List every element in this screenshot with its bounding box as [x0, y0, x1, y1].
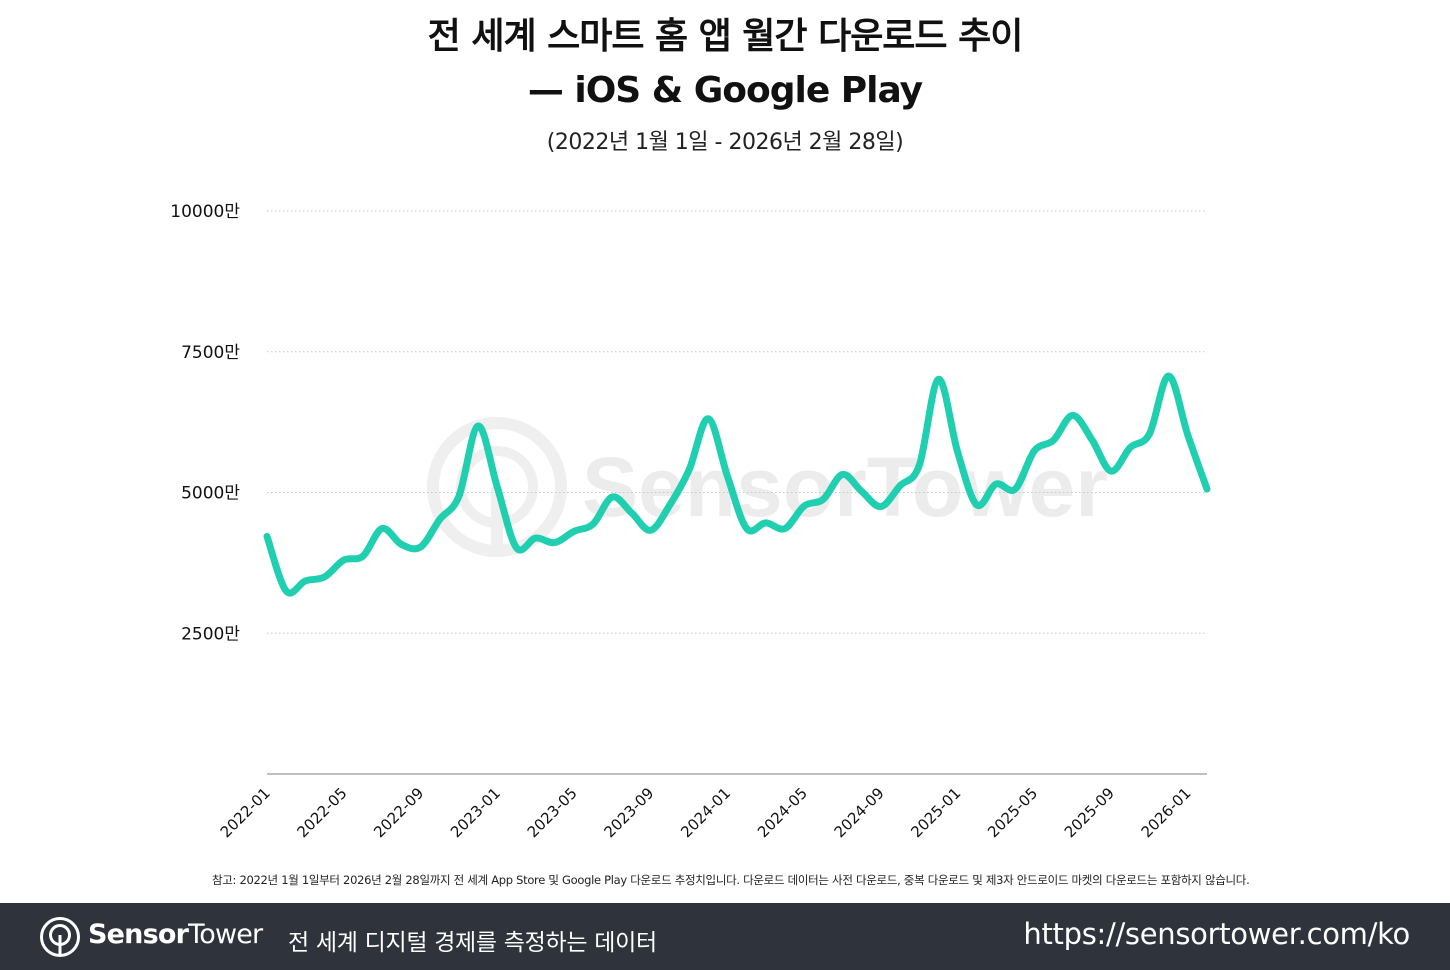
footnote: 참고: 2022년 1월 1일부터 2026년 2월 28일까지 전 세계 Ap… — [212, 873, 1250, 887]
x-tick-label: 2022-09 — [370, 784, 427, 841]
sensortower-watermark: SensorTower — [427, 417, 1108, 557]
gridlines — [267, 210, 1207, 634]
footer-tagline: 전 세계 디지털 경제를 측정하는 데이터 — [288, 930, 657, 956]
chart-subtitle: (2022년 1월 1일 - 2026년 2월 28일) — [546, 130, 904, 155]
x-axis-ticks: 2022-01 2022-05 2022-09 2023-01 2023-05 2023-… — [217, 784, 1195, 841]
x-tick-label: 2025-05 — [984, 784, 1041, 841]
x-tick-label: 2024-09 — [831, 784, 888, 841]
y-tick-label: 5000만 — [181, 484, 240, 504]
x-tick-label: 2025-01 — [907, 784, 964, 841]
y-tick-label: 7500만 — [181, 343, 240, 363]
x-tick-label: 2023-05 — [524, 784, 581, 841]
x-tick-label: 2024-05 — [754, 784, 811, 841]
footer-url-link[interactable]: https://sensortower.com/ko — [1023, 917, 1410, 951]
x-tick-label: 2023-09 — [600, 784, 657, 841]
x-tick-label: 2024-01 — [677, 784, 734, 841]
footer-bar: SensorTower 전 세계 디지털 경제를 측정하는 데이터 https:… — [0, 903, 1450, 970]
x-tick-label: 2022-05 — [294, 784, 351, 841]
chart-title-line1: 전 세계 스마트 홈 앱 월간 다운로드 추이 — [427, 16, 1024, 57]
y-tick-label: 2500만 — [181, 624, 240, 644]
x-tick-label: 2022-01 — [217, 784, 274, 841]
sensortower-logo-icon — [40, 917, 80, 957]
y-tick-label: 10000만 — [170, 202, 240, 222]
x-tick-label: 2026-01 — [1138, 784, 1195, 841]
line-chart: SensorTower 2500만 5000만 7500만 10000만 2022-0… — [170, 202, 1211, 841]
x-tick-label: 2025-09 — [1061, 784, 1118, 841]
chart-title-line2: — iOS & Google Play — [527, 70, 923, 111]
series-line — [263, 372, 1211, 597]
y-axis-ticks: 2500만 5000만 7500만 10000만 — [170, 202, 240, 644]
brand-logo-text: SensorTower — [88, 919, 263, 950]
x-tick-label: 2023-01 — [447, 784, 504, 841]
